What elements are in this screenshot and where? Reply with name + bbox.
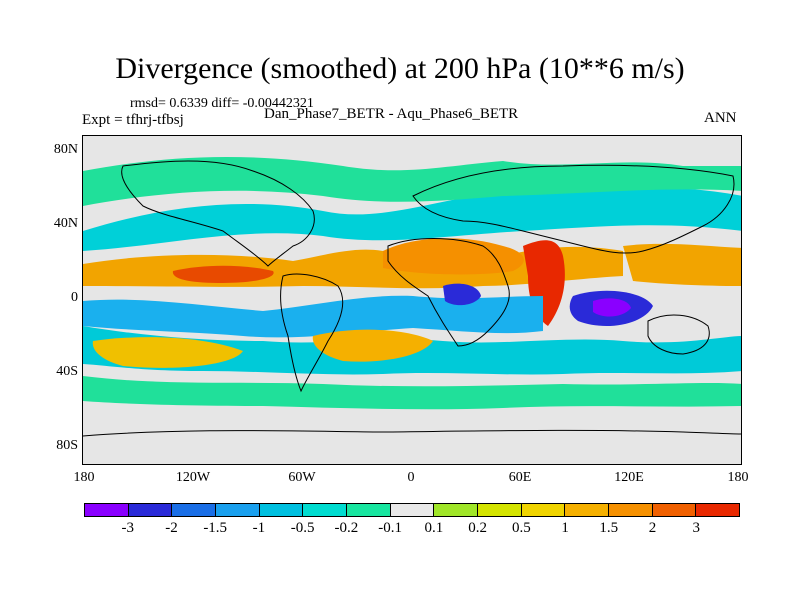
- map-panel: [82, 135, 742, 465]
- lon-label-120e: 120E: [614, 470, 644, 485]
- experiment-label: Expt = tfhrj-tfbsj: [82, 112, 184, 128]
- colorbar-swatch: [390, 504, 435, 516]
- colorbar-label: 1: [561, 520, 569, 536]
- south-green-band: [83, 376, 741, 410]
- lon-label-0: 0: [407, 470, 415, 485]
- lon-label-60w: 60W: [288, 470, 316, 485]
- colorbar-swatch: [347, 504, 391, 516]
- colorbar-swatch: [216, 504, 260, 516]
- colorbar-swatch: [521, 504, 566, 516]
- divergence-map: [83, 136, 741, 464]
- colorbar-swatch: [609, 504, 653, 516]
- colorbar-swatch: [259, 504, 304, 516]
- lon-label-120w: 120W: [175, 470, 211, 485]
- colorbar-label: -0.5: [290, 520, 315, 536]
- colorbar-swatch: [172, 504, 217, 516]
- colorbar-swatch: [565, 504, 610, 516]
- season-label: ANN: [704, 110, 737, 126]
- colorbar-label: 0.1: [424, 520, 444, 536]
- south-pacific-orange: [92, 337, 243, 368]
- australia-outline: [647, 314, 710, 355]
- colorbar-label: -3: [121, 520, 134, 536]
- colorbar-label: -1: [252, 520, 266, 536]
- lon-label-180w: 180: [73, 470, 95, 485]
- pacific-east-orange: [623, 243, 741, 286]
- south-america-outline: [280, 273, 344, 393]
- coastlines: [83, 160, 741, 437]
- lat-label-80n: 80N: [53, 142, 78, 157]
- colorbar-label: 1.5: [599, 520, 619, 536]
- case-label: Dan_Phase7_BETR - Aqu_Phase6_BETR: [264, 106, 519, 122]
- north-america-outline: [121, 160, 315, 267]
- lon-label-60e: 60E: [508, 470, 532, 485]
- lat-label-80s: 80S: [56, 438, 78, 453]
- colorbar-label: 3: [692, 520, 701, 536]
- colorbar-label: 0.2: [468, 520, 487, 536]
- colorbar-swatch: [652, 504, 697, 516]
- colorbar-swatch: [696, 504, 740, 516]
- north-africa-orange: [383, 238, 524, 275]
- colorbar-swatch: [303, 504, 348, 516]
- lat-label-40s: 40S: [56, 364, 78, 379]
- eurasia-outline: [412, 164, 735, 254]
- africa-outline: [387, 238, 510, 347]
- plot-title: Divergence (smoothed) at 200 hPa (10**6 …: [115, 52, 685, 85]
- colorbar-label: -2: [165, 520, 178, 536]
- colorbar-swatch: [478, 504, 522, 516]
- pacific-red-core: [172, 265, 274, 283]
- africa-blue-core: [443, 283, 481, 306]
- lat-label-40n: 40N: [53, 216, 78, 231]
- antarctica-outline: [83, 429, 741, 437]
- colorbar-label: 2: [648, 520, 657, 536]
- colorbar-swatch: [85, 504, 129, 516]
- colorbar-label: 0.5: [511, 520, 531, 536]
- stats-text: rmsd= 0.6339 diff= -0.00442321: [130, 96, 314, 111]
- colorbar-swatch: [128, 504, 173, 516]
- colorbar-swatch: [434, 504, 479, 516]
- south-atlantic-orange: [312, 329, 433, 362]
- colorbar-label: -0.2: [334, 520, 359, 536]
- colorbar: [84, 503, 740, 517]
- southern-blue-band: [83, 295, 543, 338]
- indian-purple-core: [593, 298, 631, 317]
- colorbar-label: -0.1: [378, 520, 402, 536]
- northern-cyan-band: [83, 186, 741, 251]
- lat-label-eq: 0: [71, 290, 78, 305]
- lon-label-180e: 180: [727, 470, 749, 485]
- colorbar-label: -1.5: [203, 520, 228, 536]
